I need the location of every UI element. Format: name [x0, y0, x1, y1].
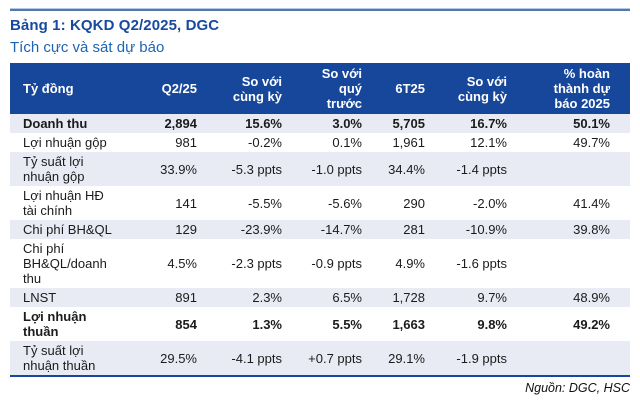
- row-label-cell: Lợi nhuận thuần: [23, 309, 87, 339]
- value-cell: 141: [175, 195, 197, 211]
- row-label-cell: Chi phí BH&QL/doanh thu: [23, 241, 107, 286]
- table-header-row: Tỷ đồng Q2/25 So với cùng kỳ So với quý trư…: [10, 63, 630, 114]
- table-row: Chi phí BH&QL/doanh thu 4.5% -2.3 ppts -0.9…: [10, 239, 630, 288]
- value-cell: 981: [175, 135, 197, 150]
- source-note: Nguồn: DGC, HSC: [525, 381, 630, 395]
- row-label-cell: Lợi nhuận HĐ tài chính: [23, 188, 104, 218]
- results-table: Tỷ đồng Q2/25 So với cùng kỳ So với quý trư…: [10, 63, 630, 377]
- top-rule: [10, 8, 630, 11]
- header-cell: So với cùng kỳ: [425, 63, 507, 114]
- value-cell: 29.5%: [160, 350, 197, 366]
- value-cell: [507, 239, 630, 288]
- value-cell: -14.7%: [320, 222, 362, 237]
- value-cell: -23.9%: [240, 222, 282, 237]
- value-cell: 12.1%: [470, 135, 507, 150]
- value-cell: -1.4 ppts: [456, 161, 507, 177]
- value-cell: 34.4%: [388, 161, 425, 177]
- table-row: Doanh thu 2,894 15.6% 3.0% 5,705 16.7% 50.1%: [10, 114, 630, 133]
- value-cell: 29.1%: [388, 350, 425, 366]
- value-cell: -0.9 ppts: [311, 256, 362, 271]
- value-cell: -2.0%: [473, 195, 507, 211]
- value-cell: [507, 341, 630, 376]
- row-label-cell: Chi phí BH&QL: [23, 222, 112, 237]
- value-cell: 49.2%: [573, 316, 610, 332]
- value-cell: 4.9%: [395, 256, 425, 271]
- value-cell: 129: [175, 222, 197, 237]
- table-row: Lợi nhuận gộp 981 -0.2% 0.1% 1,961 12.1% 49.7%: [10, 133, 630, 152]
- value-cell: [507, 152, 630, 186]
- row-label-cell: Doanh thu: [23, 116, 88, 131]
- header-cell: So với cùng kỳ: [197, 63, 282, 114]
- value-cell: 49.7%: [573, 135, 610, 150]
- value-cell: 39.8%: [573, 222, 610, 237]
- value-cell: 5,705: [392, 116, 425, 131]
- value-cell: -2.3 ppts: [231, 256, 282, 271]
- value-cell: 2,894: [164, 116, 197, 131]
- value-cell: -5.5%: [248, 195, 282, 211]
- value-cell: 16.7%: [470, 116, 507, 131]
- value-cell: 48.9%: [573, 290, 610, 305]
- report-page: Bảng 1: KQKD Q2/2025, DGC Tích cực và sá…: [0, 8, 640, 411]
- row-label-cell: LNST: [23, 290, 57, 305]
- value-cell: 891: [175, 290, 197, 305]
- table-row: Tỷ suất lợi nhuận gộp 33.9% -5.3 ppts -1.0 …: [10, 152, 630, 186]
- header-cell: 6T25: [362, 63, 425, 114]
- row-label-cell: Tỷ suất lợi nhuận thuần: [23, 343, 96, 373]
- table-row: Chi phí BH&QL 129 -23.9% -14.7% 281 -10.9% 39.…: [10, 220, 630, 239]
- value-cell: 2.3%: [252, 290, 282, 305]
- value-cell: -5.6%: [328, 195, 362, 211]
- header-cell: So với quý trước: [282, 63, 362, 114]
- value-cell: 1,663: [392, 316, 425, 332]
- value-cell: 854: [175, 316, 197, 332]
- table-header: Tỷ đồng Q2/25 So với cùng kỳ So với quý trư…: [10, 63, 630, 114]
- value-cell: 0.1%: [332, 135, 362, 150]
- table-row: Lợi nhuận HĐ tài chính 141 -5.5% -5.6% 290 -2…: [10, 186, 630, 220]
- value-cell: 3.0%: [332, 116, 362, 131]
- value-cell: 4.5%: [167, 256, 197, 271]
- value-cell: -0.2%: [248, 135, 282, 150]
- page-subtitle: Tích cực và sát dự báo: [10, 39, 165, 56]
- value-cell: 1,728: [392, 290, 425, 305]
- value-cell: -10.9%: [465, 222, 507, 237]
- header-cell-unit: Tỷ đồng: [10, 63, 142, 114]
- value-cell: 281: [403, 222, 425, 237]
- value-cell: -1.0 ppts: [311, 161, 362, 177]
- value-cell: -1.9 ppts: [456, 350, 507, 366]
- value-cell: 290: [403, 195, 425, 211]
- header-cell: Q2/25: [142, 63, 197, 114]
- table-row: LNST 891 2.3% 6.5% 1,728 9.7% 48.9%: [10, 288, 630, 307]
- value-cell: 33.9%: [160, 161, 197, 177]
- value-cell: -1.6 ppts: [456, 256, 507, 271]
- value-cell: 5.5%: [332, 316, 362, 332]
- value-cell: 41.4%: [573, 195, 610, 211]
- page-title: Bảng 1: KQKD Q2/2025, DGC: [10, 17, 220, 34]
- value-cell: 50.1%: [573, 116, 610, 131]
- value-cell: -5.3 ppts: [231, 161, 282, 177]
- value-cell: 15.6%: [245, 116, 282, 131]
- table-body: Doanh thu 2,894 15.6% 3.0% 5,705 16.7% 50.1% Lợ…: [10, 114, 630, 376]
- row-label-cell: Tỷ suất lợi nhuận gộp: [23, 154, 85, 184]
- value-cell: 6.5%: [332, 290, 362, 305]
- value-cell: 1.3%: [252, 316, 282, 332]
- row-label-cell: Lợi nhuận gộp: [23, 135, 107, 150]
- header-cell: % hoàn thành dự báo 2025: [507, 63, 630, 114]
- value-cell: 1,961: [392, 135, 425, 150]
- table-row: Lợi nhuận thuần 854 1.3% 5.5% 1,663 9.8% 49.2%: [10, 307, 630, 341]
- value-cell: 9.7%: [477, 290, 507, 305]
- value-cell: 9.8%: [477, 316, 507, 332]
- value-cell: +0.7 ppts: [308, 350, 362, 366]
- value-cell: -4.1 ppts: [231, 350, 282, 366]
- table-row: Tỷ suất lợi nhuận thuần 29.5% -4.1 ppts +0.…: [10, 341, 630, 376]
